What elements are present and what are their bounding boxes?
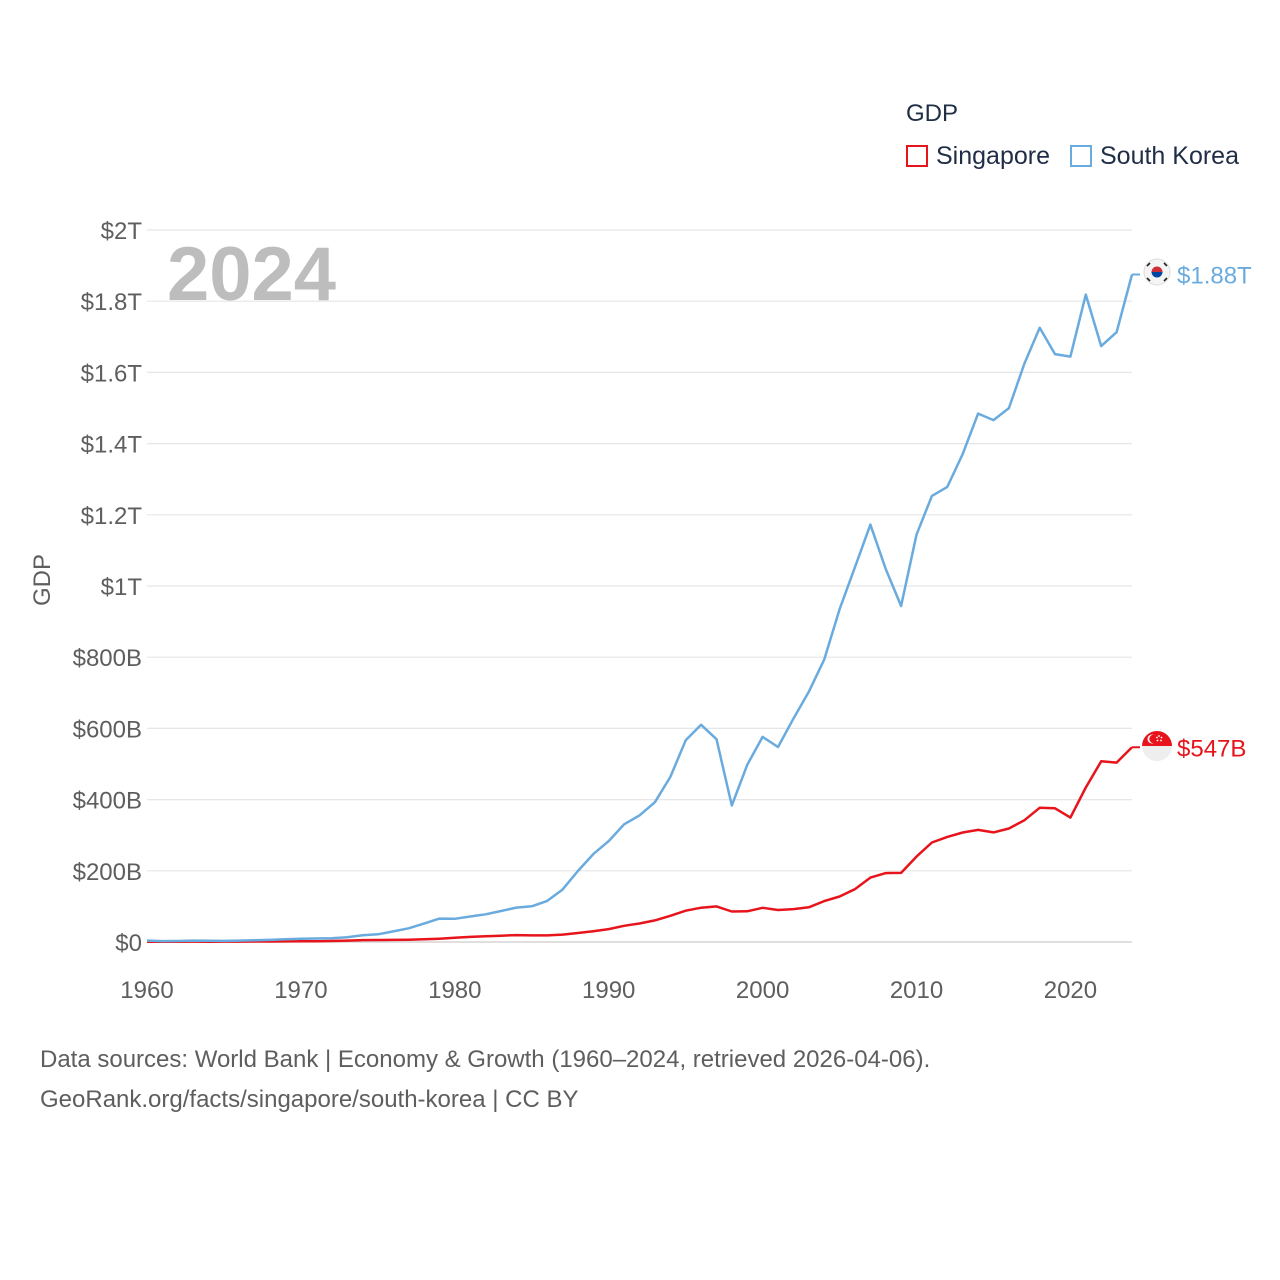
y-tick-label: $1.2T [81,503,143,530]
y-tick-label: $600B [73,716,142,743]
legend-title: GDP [906,100,959,127]
y-tick-label: $1.4T [81,432,143,459]
x-tick-label: 1990 [582,977,635,1004]
x-tick-label: 1980 [428,977,481,1004]
legend-label-singapore: Singapore [936,141,1050,170]
footer-sources: Data sources: World Bank | Economy & Gro… [40,1046,931,1073]
y-tick-label: $1.6T [81,360,143,387]
x-axis-ticks: 1960 1970 1980 1990 2000 2010 2020 [120,977,1097,1004]
y-tick-label: $2T [101,218,143,245]
legend-label-south-korea: South Korea [1100,141,1239,170]
legend-item-south-korea[interactable]: South Korea [1070,142,1239,170]
series-line-singapore [146,746,1133,944]
series-line-south-korea [146,274,1134,943]
end-label-south-korea: $1.88T [1177,263,1252,290]
y-tick-label: $200B [73,859,142,886]
footer-attribution: GeoRank.org/facts/singapore/south-korea … [40,1086,579,1113]
x-tick-label: 2020 [1044,977,1097,1004]
y-axis-ticks: $0 $200B $400B $600B $800B $1T $1.2T $1.4T $1.6T… [73,218,143,957]
series-end-labels: $547B $1.88T [1177,263,1252,763]
year-watermark: 2024 [167,232,336,317]
series-end-markers [1142,258,1172,761]
y-tick-label: $0 [115,930,142,957]
y-tick-label: $800B [73,645,142,672]
x-tick-label: 1970 [274,977,327,1004]
legend-item-singapore[interactable]: Singapore [906,142,1050,170]
y-tick-label: $1T [101,574,143,601]
legend-swatch-south-korea [1070,145,1092,167]
singapore-flag-icon [1142,731,1172,761]
y-tick-label: $400B [73,788,142,815]
x-tick-label: 2010 [890,977,943,1004]
legend-swatch-singapore [906,145,928,167]
grid-lines [147,229,1132,943]
end-label-singapore: $547B [1177,735,1246,762]
south-korea-flag-icon [1143,258,1171,286]
x-tick-label: 2000 [736,977,789,1004]
series-lines [146,273,1140,944]
y-tick-label: $1.8T [81,289,143,316]
x-tick-label: 1960 [120,977,173,1004]
y-axis-label: GDP [29,554,56,606]
